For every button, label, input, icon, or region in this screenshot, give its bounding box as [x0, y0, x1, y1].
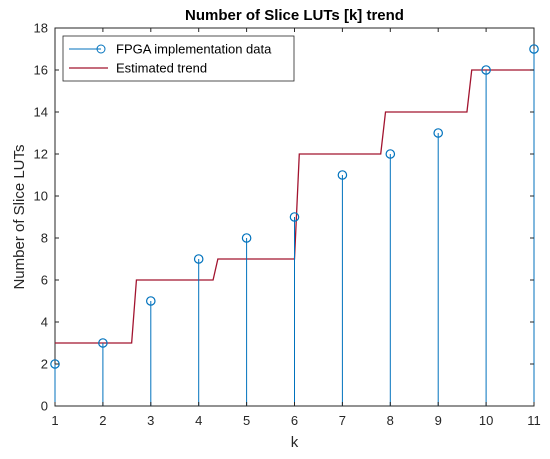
stem-marker [193, 254, 204, 264]
y-tick-label: 8 [41, 231, 48, 246]
y-tick-label: 16 [34, 63, 48, 78]
stem-marker [289, 212, 300, 222]
stem-marker [433, 128, 443, 138]
stem-marker [146, 296, 156, 306]
stem-marker [337, 170, 348, 180]
x-axis-label: k [291, 434, 299, 451]
y-tick-label: 18 [34, 21, 48, 36]
x-tick-label: 5 [243, 413, 250, 428]
chart-title: Number of Slice LUTs [k] trend [185, 7, 404, 24]
x-tick-label: 10 [479, 413, 493, 428]
y-tick-label: 4 [41, 315, 48, 330]
y-tick-label: 6 [41, 273, 48, 288]
x-tick-label: 2 [99, 413, 106, 428]
stem-layer [50, 44, 539, 406]
legend: FPGA implementation data Estimated trend [62, 35, 295, 82]
y-tick-label: 14 [34, 105, 48, 120]
legend-stem-swatch-marker [96, 44, 106, 54]
y-tick-label: 12 [34, 147, 48, 162]
stem-marker [50, 359, 60, 369]
x-tick-label: 8 [387, 413, 394, 428]
legend-box [62, 35, 295, 82]
stem-marker [481, 65, 491, 75]
y-tick-label: 0 [41, 399, 48, 414]
x-tick-label: 7 [339, 413, 346, 428]
stem-marker [241, 233, 252, 243]
stem-marker [385, 149, 396, 159]
x-tick-label: 1 [51, 413, 58, 428]
y-tick-label: 2 [41, 357, 48, 372]
stem-marker [529, 44, 539, 54]
trend-layer [55, 69, 534, 344]
trend-line [55, 69, 534, 344]
x-tick-label: 6 [291, 413, 298, 428]
y-axis-label: Number of Slice LUTs [11, 144, 28, 289]
stem-marker [98, 338, 108, 348]
x-tick-label: 9 [435, 413, 442, 428]
legend-label-fpga-data: FPGA implementation data [116, 42, 272, 57]
x-tick-label: 4 [195, 413, 202, 428]
x-tick-label: 3 [147, 413, 154, 428]
legend-label-estimated-trend: Estimated trend [116, 61, 207, 76]
y-tick-label: 10 [34, 189, 48, 204]
x-tick-label: 11 [527, 413, 541, 428]
